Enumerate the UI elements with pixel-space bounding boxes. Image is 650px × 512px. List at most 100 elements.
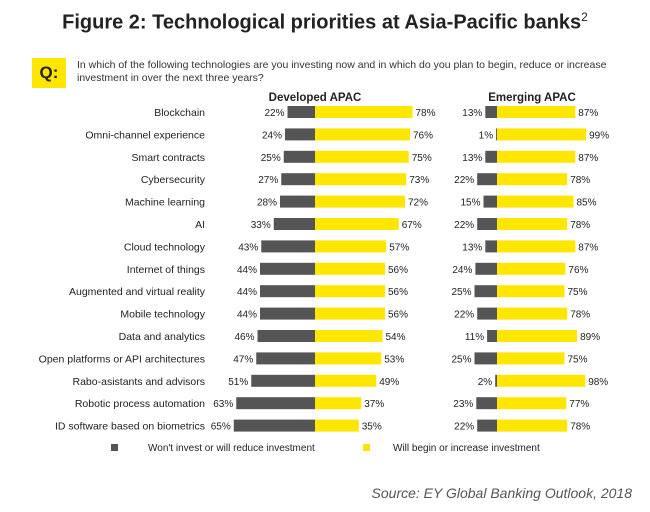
data-label-positive: 76%	[568, 265, 588, 276]
question-text: In which of the following technologies a…	[77, 59, 607, 84]
bar-positive	[315, 374, 377, 387]
title-footnote-mark: 2	[581, 10, 588, 24]
data-label-negative: 33%	[251, 220, 271, 231]
legend-swatch-positive	[363, 444, 370, 451]
data-label-negative: 13%	[462, 153, 482, 164]
category-label: ID software based on biometrics	[55, 421, 205, 433]
bar-positive	[315, 285, 385, 298]
data-label-positive: 87%	[578, 108, 598, 119]
data-label-negative: 43%	[238, 242, 258, 253]
bar-positive	[497, 240, 576, 253]
bar-positive	[315, 240, 387, 253]
legend-label-negative: Won't invest or will reduce investment	[148, 443, 315, 454]
data-label-positive: 85%	[577, 198, 597, 209]
category-label: Cloud technology	[124, 241, 206, 253]
bar-positive	[497, 218, 568, 230]
bar-positive	[497, 285, 565, 298]
data-label-positive: 56%	[388, 310, 408, 321]
category-label: Data and analytics	[119, 331, 205, 343]
bar-negative	[260, 285, 315, 298]
panel-header: Developed APAC	[269, 92, 362, 104]
bar-negative	[485, 150, 497, 163]
data-label-positive: 87%	[578, 242, 598, 253]
data-label-negative: 22%	[454, 220, 474, 231]
data-label-positive: 56%	[388, 287, 408, 298]
bar-negative	[476, 397, 497, 410]
data-label-positive: 72%	[408, 198, 428, 209]
data-label-positive: 87%	[578, 153, 598, 164]
bar-negative	[233, 419, 315, 432]
data-label-negative: 46%	[234, 332, 254, 343]
bar-negative	[256, 352, 315, 365]
category-label: Cybersecurity	[141, 174, 206, 186]
bar-negative	[487, 330, 497, 342]
bar-positive	[497, 419, 568, 432]
category-label: Machine learning	[125, 197, 205, 209]
data-label-positive: 75%	[568, 354, 588, 365]
legend-swatch-negative	[111, 444, 118, 451]
data-label-negative: 1%	[479, 130, 494, 141]
data-label-negative: 51%	[228, 377, 248, 388]
data-label-positive: 37%	[364, 399, 384, 410]
bar-negative	[273, 218, 315, 230]
data-label-positive: 98%	[588, 377, 608, 388]
bar-negative	[477, 307, 497, 320]
data-label-negative: 23%	[453, 399, 473, 410]
bar-positive	[315, 173, 407, 186]
bar-positive	[497, 173, 568, 186]
chart: Blockchain Omni-channel experience Smart c…	[39, 92, 610, 454]
data-label-positive: 75%	[568, 287, 588, 298]
category-label: Mobile technology	[120, 309, 205, 321]
bar-positive	[497, 397, 567, 410]
data-label-negative: 24%	[262, 130, 282, 141]
bar-positive	[497, 262, 566, 275]
data-label-negative: 25%	[451, 354, 471, 365]
data-label-positive: 76%	[413, 130, 433, 141]
bar-negative	[477, 173, 497, 186]
bar-negative	[485, 240, 497, 253]
data-label-positive: 78%	[570, 310, 590, 321]
bar-negative	[280, 195, 315, 208]
bar-negative	[285, 128, 315, 141]
bar-positive	[315, 218, 399, 230]
bar-negative	[283, 150, 315, 163]
bar-positive	[315, 419, 359, 432]
bar-positive	[315, 397, 362, 410]
data-label-negative: 44%	[237, 287, 257, 298]
bar-negative	[236, 397, 315, 410]
chart-title: Figure 2: Technological priorities at As…	[0, 10, 650, 35]
data-label-positive: 75%	[412, 153, 432, 164]
data-label-negative: 15%	[460, 198, 480, 209]
category-label: Smart contracts	[131, 152, 205, 164]
bar-positive	[497, 150, 576, 163]
data-label-negative: 47%	[233, 354, 253, 365]
bar-negative	[485, 106, 497, 118]
data-label-negative: 13%	[462, 108, 482, 119]
data-label-positive: 73%	[409, 175, 429, 186]
category-label: Rabo-asistants and advisors	[73, 376, 206, 388]
category-label: AI	[195, 219, 205, 231]
data-label-positive: 77%	[569, 399, 589, 410]
data-label-positive: 56%	[388, 265, 408, 276]
bar-negative	[474, 352, 497, 365]
data-label-negative: 63%	[213, 399, 233, 410]
bar-negative	[261, 240, 315, 253]
data-label-positive: 49%	[379, 377, 399, 388]
data-label-positive: 78%	[416, 108, 436, 119]
category-label: Blockchain	[154, 107, 205, 119]
bar-positive	[497, 374, 586, 387]
bar-negative	[477, 419, 497, 432]
bar-negative	[483, 195, 497, 208]
bar-positive	[497, 330, 578, 342]
data-label-negative: 13%	[462, 242, 482, 253]
data-label-positive: 57%	[389, 242, 409, 253]
data-label-positive: 78%	[570, 175, 590, 186]
data-label-positive: 78%	[570, 422, 590, 433]
data-label-negative: 22%	[454, 175, 474, 186]
source-note: Source: EY Global Banking Outlook, 2018	[371, 485, 632, 501]
bar-negative	[260, 262, 315, 275]
category-label: Omni-channel experience	[85, 129, 205, 141]
data-label-negative: 11%	[465, 332, 484, 343]
bar-positive	[497, 106, 576, 118]
bar-positive	[497, 307, 568, 320]
